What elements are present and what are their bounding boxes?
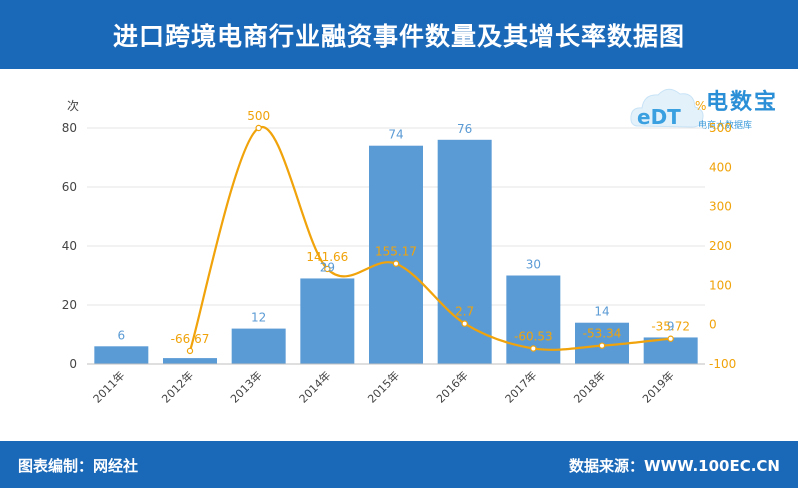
y-right-tick-label: 300	[709, 200, 732, 214]
line-value-label: -60.53	[514, 329, 553, 343]
bar	[369, 145, 423, 364]
y-right-tick-label: 400	[709, 160, 732, 174]
line-point	[392, 260, 400, 267]
x-tick-label: 2018年	[571, 368, 608, 405]
line-point	[461, 320, 468, 327]
footer-bar: 图表编制：网经社 数据来源：WWW.100EC.CN	[0, 441, 798, 488]
bar-value-label: 9	[667, 319, 675, 333]
y-right-tick-label: 100	[709, 278, 732, 292]
y-left-tick-label: 40	[62, 239, 77, 253]
y-left-tick-label: 80	[62, 121, 77, 135]
footer-source: 数据来源：WWW.100EC.CN	[569, 457, 780, 475]
x-tick-label: 2014年	[296, 368, 333, 405]
line-value-label: -53.34	[583, 327, 622, 341]
line-value-label: 500	[247, 109, 270, 123]
svg-text:eDT: eDT	[637, 105, 681, 129]
line-value-label: 141.66	[306, 250, 348, 264]
x-tick-label: 2013年	[227, 368, 264, 405]
line-value-label: 2.7	[455, 305, 474, 319]
y-right-unit: %	[695, 99, 706, 113]
line-value-label: -66.67	[171, 332, 210, 346]
x-tick-label: 2011年	[90, 368, 127, 405]
line-point	[667, 335, 674, 342]
logo-name: 电数宝	[706, 90, 779, 115]
x-tick-label: 2015年	[365, 368, 402, 405]
chart-area: 6 12 29 74 76 30 14 9 -66.67 500 141.66 155.17 2.7 -6…	[62, 99, 737, 406]
line-point	[324, 265, 331, 273]
bar-value-label: 14	[594, 305, 609, 319]
footer-credit: 图表编制：网经社	[18, 457, 139, 475]
bar-value-label: 76	[457, 122, 472, 136]
logo-subtitle: 电商大数据库	[698, 121, 753, 131]
line-value-label: 155.17	[375, 245, 417, 259]
y-left-unit: 次	[67, 99, 79, 113]
y-right-tick-label: -100	[709, 357, 736, 371]
line-point	[255, 124, 262, 132]
chart-title: 进口跨境电商行业融资事件数量及其增长率数据图	[112, 21, 685, 51]
bar-value-label: 6	[118, 328, 126, 342]
x-tick-label: 2017年	[502, 368, 539, 405]
bar	[163, 358, 217, 364]
cloud-logo-icon: eDT	[630, 88, 704, 129]
bar	[437, 139, 492, 364]
bar-value-label: 74	[388, 128, 403, 142]
bar-value-label: 29	[320, 260, 335, 274]
x-tick-label: 2016年	[433, 368, 470, 405]
bar	[300, 278, 355, 364]
line-value-label: -35.72	[651, 320, 690, 334]
bar	[94, 346, 149, 364]
y-left-tick-label: 60	[62, 180, 77, 194]
y-left-tick-label: 0	[69, 357, 77, 371]
bar	[231, 328, 286, 364]
line-point	[186, 347, 194, 355]
line-point	[530, 345, 537, 352]
y-right-tick-label: 0	[709, 318, 717, 332]
header-bar: 进口跨境电商行业融资事件数量及其增长率数据图	[0, 0, 798, 69]
y-left-tick-label: 20	[62, 298, 77, 312]
x-tick-label: 2012年	[159, 368, 196, 405]
line-point	[598, 342, 606, 349]
y-right-tick-label: 200	[709, 239, 732, 253]
x-tick-label: 2019年	[639, 368, 676, 405]
logo: eDT 电数宝 电商大数据库	[628, 80, 793, 140]
y-right-tick-label: 500	[709, 121, 732, 135]
bar-value-label: 12	[251, 311, 266, 325]
bar-value-label: 30	[526, 258, 541, 272]
